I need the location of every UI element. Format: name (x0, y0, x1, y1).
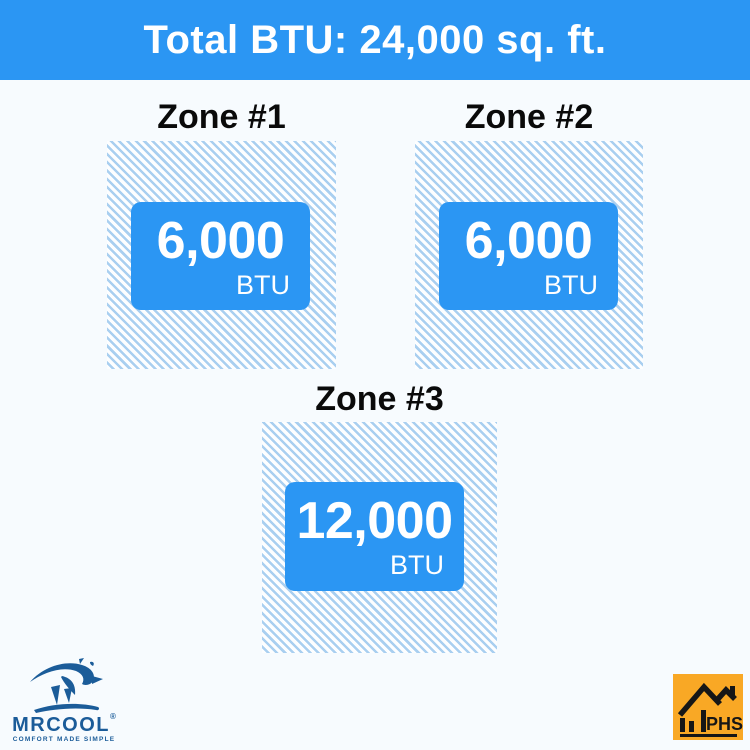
registered-trademark-symbol: ® (109, 712, 116, 721)
zone-1-btu-value: 6,000 (156, 212, 285, 270)
penguin-icon (30, 658, 103, 713)
phs-label: PHS (706, 714, 744, 734)
phs-underline (680, 734, 737, 737)
zone-3-btu-value: 12,000 (296, 492, 453, 550)
zone-2-btu-box: 6,000 BTU (439, 202, 618, 310)
header-title: Total BTU: 24,000 sq. ft. (143, 17, 607, 62)
zone-1-btu-box: 6,000 BTU (131, 202, 310, 310)
zone-3-title: Zone #3 (315, 380, 444, 418)
zone-1-btu-unit: BTU (236, 270, 290, 301)
zone-2-btu-unit: BTU (544, 270, 598, 301)
header-bar: Total BTU: 24,000 sq. ft. (0, 0, 750, 80)
zone-3-btu-unit: BTU (390, 550, 444, 581)
house-roof-icon (677, 682, 737, 732)
mrcool-tagline: COMFORT MADE SIMPLE (12, 736, 116, 743)
zone-3-btu-box: 12,000 BTU (285, 482, 464, 591)
mrcool-logo: MRCOOL® COMFORT MADE SIMPLE (10, 655, 140, 747)
phs-logo: PHS (673, 674, 743, 740)
zone-2-btu-value: 6,000 (464, 212, 593, 270)
zone-2-title: Zone #2 (464, 98, 594, 136)
mrcool-wordmark: MRCOOL® (12, 712, 116, 736)
zone-1-title: Zone #1 (157, 98, 286, 136)
